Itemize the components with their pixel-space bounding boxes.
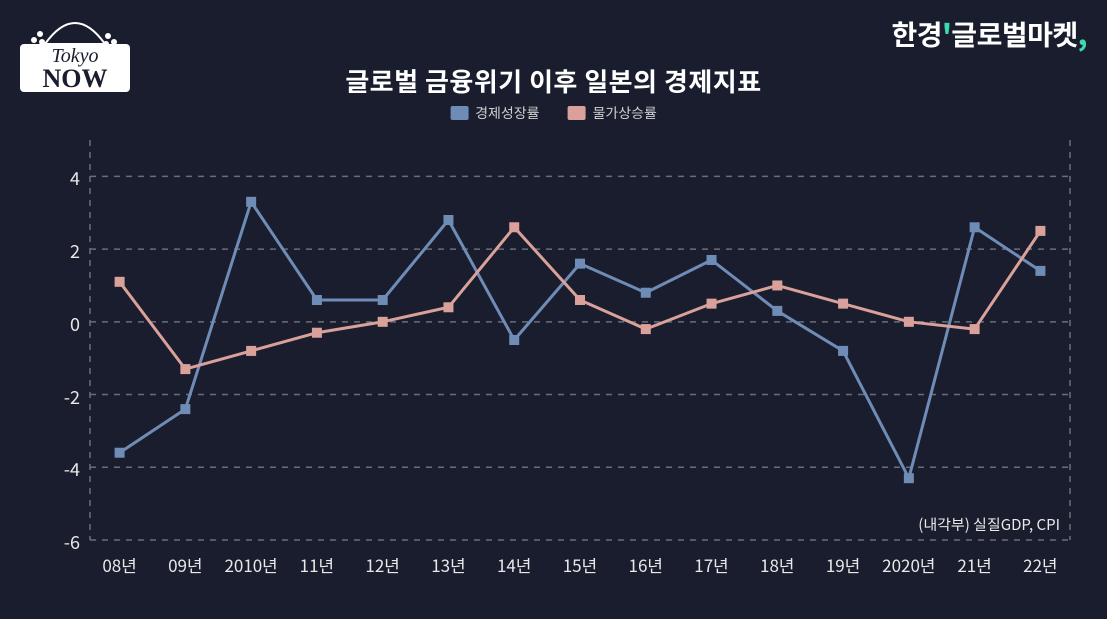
svg-text:NOW: NOW bbox=[43, 64, 108, 92]
x-axis-tick-label: 2020년 bbox=[882, 552, 935, 577]
y-axis-tick-label: -4 bbox=[40, 456, 80, 482]
x-axis-tick-label: 17년 bbox=[694, 552, 729, 577]
y-axis-tick-label: 4 bbox=[40, 165, 80, 191]
legend-item: 물가상승률 bbox=[568, 103, 657, 123]
brand-prefix: 한경 bbox=[892, 14, 943, 54]
x-axis-tick-label: 13년 bbox=[431, 552, 466, 577]
x-axis-tick-label: 22년 bbox=[1023, 552, 1058, 577]
chart-legend: 경제성장률 물가상승률 bbox=[450, 103, 657, 123]
x-axis-tick-label: 08년 bbox=[102, 552, 137, 577]
x-axis-tick-label: 21년 bbox=[957, 552, 992, 577]
brand-quote-icon: ' bbox=[942, 14, 951, 54]
x-axis-tick-label: 11년 bbox=[300, 552, 335, 577]
source-note: (내각부) 실질GDP, CPI bbox=[918, 514, 1060, 535]
x-axis-tick-label: 12년 bbox=[365, 552, 400, 577]
x-axis-tick-label: 19년 bbox=[826, 552, 861, 577]
x-axis-tick-label: 2010년 bbox=[224, 552, 277, 577]
chart-area: (내각부) 실질GDP, CPI 4 2 0 -2 -4 -6 08년 09년 2010년 11년… bbox=[20, 130, 1087, 590]
y-axis-tick-label: -2 bbox=[40, 384, 80, 410]
x-axis-tick-label: 16년 bbox=[629, 552, 664, 577]
legend-swatch bbox=[568, 106, 586, 120]
tokyo-now-logo: Tokyo NOW bbox=[20, 12, 130, 92]
brand-suffix: 글로벌마켓 bbox=[951, 14, 1077, 54]
y-axis-tick-label: 0 bbox=[40, 311, 80, 337]
chart-title: 글로벌 금융위기 이후 일본의 경제지표 bbox=[345, 62, 761, 99]
x-axis-tick-label: 09년 bbox=[168, 552, 203, 577]
legend-label: 경제성장률 bbox=[475, 103, 539, 123]
x-axis-tick-label: 18년 bbox=[760, 552, 795, 577]
brand-comma-icon: , bbox=[1078, 14, 1087, 54]
legend-item: 경제성장률 bbox=[450, 103, 539, 123]
y-axis-tick-label: -6 bbox=[40, 529, 80, 555]
y-axis-tick-label: 2 bbox=[40, 238, 80, 264]
x-axis-tick-label: 14년 bbox=[497, 552, 532, 577]
legend-swatch bbox=[450, 106, 468, 120]
x-axis-tick-label: 15년 bbox=[563, 552, 598, 577]
brand-logo: 한경'글로벌마켓, bbox=[892, 14, 1088, 54]
legend-label: 물가상승률 bbox=[593, 103, 657, 123]
